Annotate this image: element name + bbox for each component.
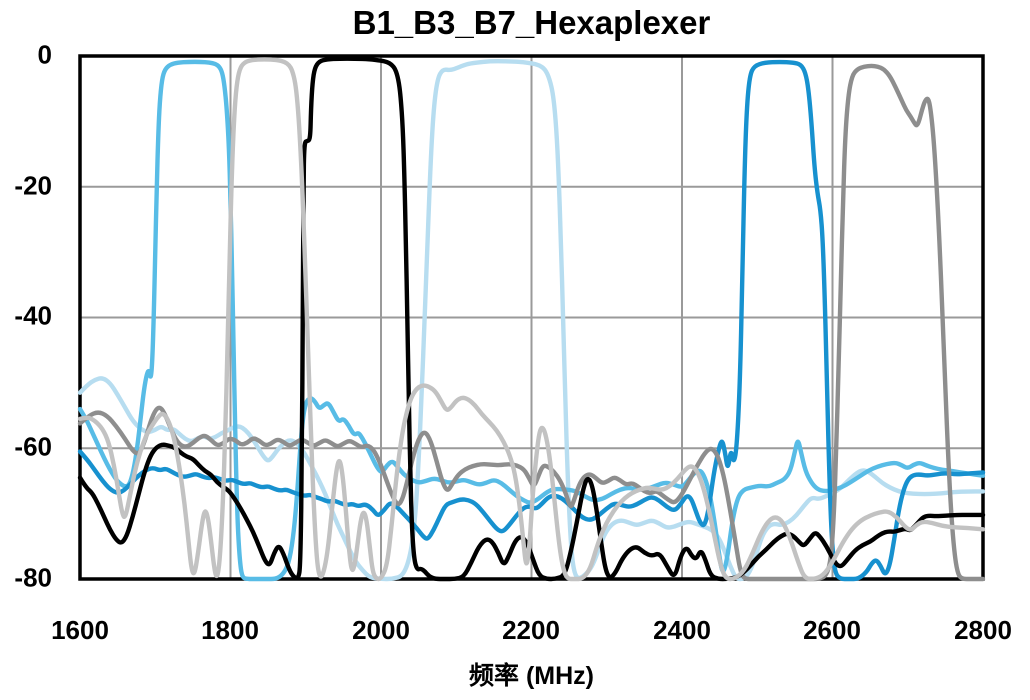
- y-tick-60: -60: [14, 431, 52, 462]
- x-tick-1600: 1600: [51, 615, 109, 645]
- x-tick-2400: 2400: [653, 615, 711, 645]
- x-tick-1800: 1800: [201, 615, 259, 645]
- y-tick-20: -20: [14, 170, 52, 201]
- y-tick-80: -80: [14, 562, 52, 593]
- x-tick-2200: 2200: [502, 615, 560, 645]
- x-tick-2000: 2000: [352, 615, 410, 645]
- y-tick-0: 0: [37, 39, 52, 70]
- y-tick-40: -40: [14, 300, 52, 331]
- x-tick-2600: 2600: [803, 615, 861, 645]
- x-tick-2800: 2800: [954, 615, 1012, 645]
- x-axis-label: 频率 (MHz): [469, 662, 594, 690]
